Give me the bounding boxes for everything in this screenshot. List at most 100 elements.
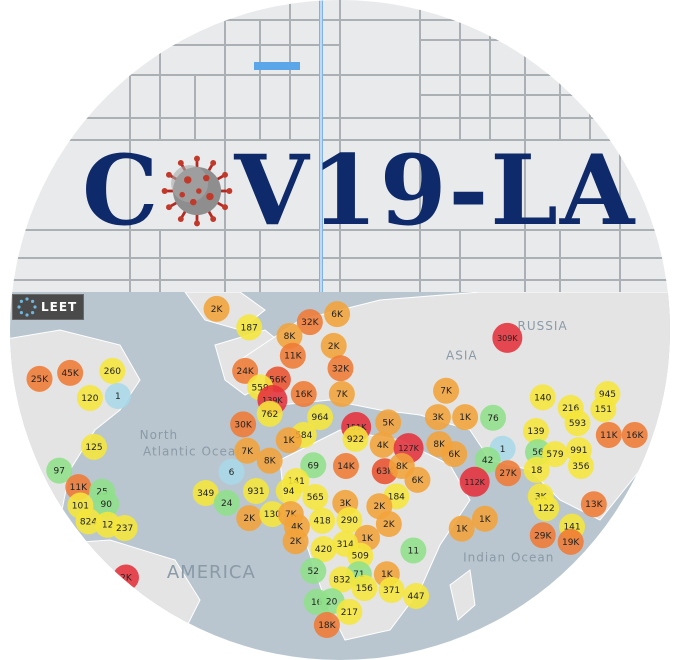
case-marker[interactable]: 52: [300, 557, 327, 584]
case-marker[interactable]: 237: [111, 515, 138, 541]
case-marker[interactable]: 130: [259, 501, 286, 528]
case-marker[interactable]: 8K: [256, 447, 283, 474]
case-marker-circle: [448, 515, 475, 542]
case-marker[interactable]: 371: [378, 577, 405, 604]
case-marker-label: 139K: [262, 396, 283, 405]
case-marker[interactable]: 447: [403, 582, 430, 609]
case-marker[interactable]: 94: [275, 478, 302, 505]
case-marker[interactable]: 45K: [57, 359, 84, 386]
case-marker-circle: [336, 598, 363, 625]
case-marker-label: 371: [383, 586, 400, 596]
case-marker[interactable]: 8K: [276, 322, 303, 349]
case-marker[interactable]: 69: [300, 452, 327, 479]
case-marker[interactable]: 931: [243, 478, 270, 505]
case-marker[interactable]: 356: [567, 452, 594, 479]
case-marker[interactable]: 16K: [621, 421, 648, 448]
case-marker[interactable]: 18: [523, 456, 550, 483]
case-marker[interactable]: 217: [336, 598, 363, 625]
case-marker[interactable]: 6K: [404, 466, 431, 493]
case-marker[interactable]: 260: [99, 357, 126, 384]
case-marker-label: 447: [407, 592, 424, 602]
case-marker[interactable]: 509: [347, 542, 374, 569]
case-marker[interactable]: 122: [533, 495, 560, 522]
case-marker[interactable]: 112K: [459, 466, 490, 497]
case-marker[interactable]: 579: [542, 441, 569, 468]
case-marker[interactable]: 25K: [26, 365, 53, 392]
case-marker[interactable]: 24: [213, 489, 240, 516]
case-marker[interactable]: 139: [522, 417, 549, 444]
case-marker[interactable]: 97: [46, 457, 73, 484]
case-marker[interactable]: 125: [80, 433, 107, 460]
case-marker[interactable]: 1K: [471, 505, 498, 532]
case-marker-circle: [236, 314, 263, 341]
case-marker[interactable]: 1K: [275, 427, 302, 454]
case-marker[interactable]: 6K: [441, 441, 468, 468]
case-marker-circle: [459, 466, 490, 497]
case-marker[interactable]: 565: [302, 483, 329, 510]
case-marker[interactable]: 7K: [328, 381, 355, 408]
case-marker[interactable]: 7K: [234, 437, 261, 464]
case-marker[interactable]: 24K: [232, 357, 259, 384]
case-marker-label: 4K: [377, 441, 390, 451]
case-marker-circle: [313, 612, 340, 639]
case-marker[interactable]: 1K: [448, 515, 475, 542]
case-marker[interactable]: 90: [93, 491, 120, 518]
case-marker-circle: [279, 342, 306, 369]
case-marker[interactable]: 3K: [424, 404, 451, 431]
case-marker[interactable]: 42: [474, 447, 501, 474]
case-marker[interactable]: 1: [104, 383, 131, 409]
case-marker[interactable]: 14K: [332, 452, 359, 479]
case-marker[interactable]: 156: [351, 575, 378, 602]
case-marker[interactable]: 762: [256, 400, 283, 427]
case-marker-label: 45K: [61, 369, 79, 379]
case-marker[interactable]: 16K: [290, 381, 317, 408]
case-marker[interactable]: 13K: [580, 491, 607, 518]
case-marker[interactable]: 32K: [327, 355, 354, 382]
case-marker[interactable]: 922: [342, 425, 369, 452]
case-marker[interactable]: 420: [310, 536, 337, 563]
case-marker[interactable]: 11K: [279, 342, 306, 369]
case-marker[interactable]: 2K: [236, 505, 263, 532]
case-marker[interactable]: 19K: [557, 528, 584, 555]
case-marker[interactable]: 832: [328, 566, 355, 593]
case-marker[interactable]: 187: [236, 314, 263, 341]
case-marker[interactable]: 6: [218, 458, 245, 485]
case-marker[interactable]: 5K: [375, 409, 402, 436]
case-marker[interactable]: 290: [336, 507, 363, 534]
case-marker-label: 32K: [301, 318, 319, 328]
case-marker[interactable]: 18K: [313, 612, 340, 639]
case-marker[interactable]: 27K: [495, 460, 522, 487]
case-marker[interactable]: 140: [529, 384, 556, 411]
case-marker[interactable]: 76: [480, 404, 507, 431]
case-marker[interactable]: 349: [192, 480, 219, 507]
case-marker-label: 125: [85, 443, 102, 453]
case-marker-circle: [400, 537, 427, 564]
case-marker[interactable]: 11: [400, 537, 427, 564]
case-marker[interactable]: 2K: [375, 511, 402, 538]
case-marker[interactable]: 120: [76, 384, 103, 411]
case-marker-circle: [307, 404, 334, 431]
case-marker[interactable]: 2K: [320, 332, 347, 359]
case-marker[interactable]: 2K: [112, 564, 139, 591]
case-marker[interactable]: 593: [564, 410, 591, 437]
case-marker[interactable]: 2K: [203, 295, 230, 322]
case-marker[interactable]: 418: [309, 507, 336, 534]
case-marker[interactable]: 151: [590, 396, 617, 423]
case-marker[interactable]: 2K: [282, 528, 309, 555]
case-marker-label: 3K: [339, 499, 352, 509]
leet-logo-icon: [17, 297, 37, 317]
case-marker[interactable]: 7K: [433, 377, 460, 404]
case-marker[interactable]: 964: [307, 404, 334, 431]
case-marker[interactable]: 1K: [452, 404, 479, 431]
case-marker[interactable]: 309K: [492, 322, 523, 353]
case-marker[interactable]: 29K: [529, 522, 556, 549]
case-marker[interactable]: 30K: [230, 411, 257, 438]
case-marker[interactable]: 32K: [296, 309, 323, 336]
case-marker[interactable]: 4K: [369, 431, 396, 458]
case-marker-circle: [256, 447, 283, 474]
case-marker-label: 216: [562, 404, 579, 414]
case-marker-label: 187: [241, 323, 258, 333]
case-marker[interactable]: 6K: [324, 301, 351, 328]
case-marker[interactable]: 11K: [595, 421, 622, 448]
